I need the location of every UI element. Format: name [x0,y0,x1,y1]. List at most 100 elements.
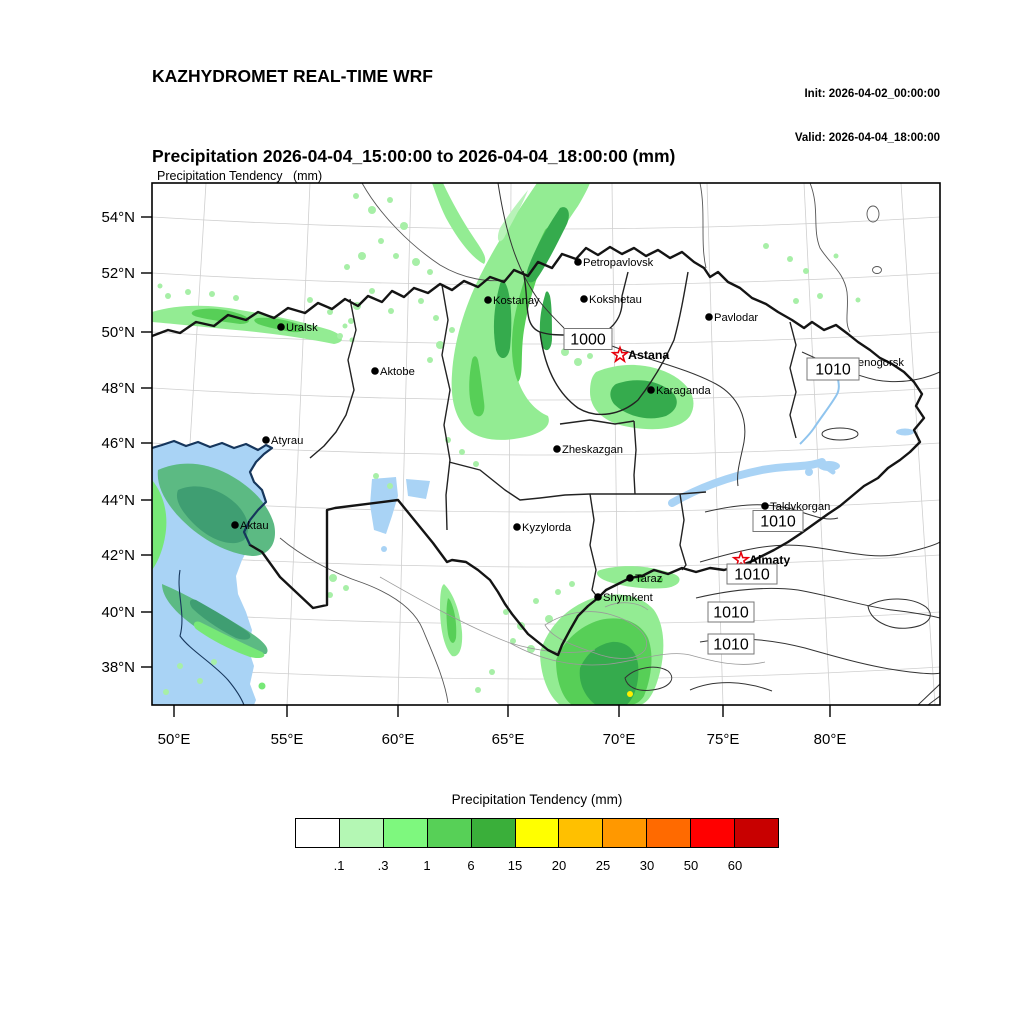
colorbar-cell [426,818,472,848]
city-label: Pavlodar [714,312,758,324]
city-taraz: Taraz [626,573,663,585]
longitude-axis: 50°E 55°E 60°E 65°E 70°E 75°E 80°E [158,705,846,748]
colorbar-tick-label: 50 [683,858,699,873]
pressure-label: 1010 [726,563,778,585]
colorbar-tick-label: 60 [727,858,743,873]
capital-star-icon [731,550,751,569]
city-dot-icon [705,313,713,321]
city-label: Taraz [635,573,663,585]
precip-south-peak [627,691,633,697]
city-shymkent: Shymkent [594,592,654,604]
country-border [152,245,926,657]
colorbar-cell [470,818,516,848]
precip-streak-nw [432,183,486,264]
city-astana: Astana [610,345,669,364]
pressure-label: 1010 [752,510,804,532]
colorbar-cell [514,818,560,848]
pressure-label-box [726,563,778,585]
lat-tick-label: 40°N [101,604,135,621]
city-dot-icon [262,436,270,444]
city-petropavlovsk: Petropavlovsk [574,257,654,269]
pressure-label-value: 1010 [713,605,749,622]
city-karaganda: Karaganda [647,385,712,397]
plot-subtitle-precip: Precipitation 2026-04-04_15:00:00 to 202… [152,145,676,166]
city-label: Petropavlovsk [583,257,654,269]
city-aktau: Aktau [231,520,269,532]
colorbar-tick-label: 30 [639,858,655,873]
pressure-label-value: 1010 [713,637,749,654]
pressure-label: 1010 [806,357,860,381]
field-label-precip: Precipitation Tendency (mm) [157,169,323,183]
city-label: Aktobe [380,366,415,378]
colorbar-tick-labels: .1 .3 1 6 15 20 25 30 50 60 [295,848,779,874]
lat-tick-label: 42°N [101,547,135,564]
colorbar-cells [295,818,779,848]
city-dot-icon [277,323,285,331]
pressure-value-labels: 1000 1010 1010 1010 1010 1010 [563,328,860,655]
lat-tick-label: 48°N [101,380,135,397]
city-kokshetau: Kokshetau [580,294,642,306]
city-kyzylorda: Kyzylorda [513,522,572,534]
city-dot-icon [594,593,602,601]
city-label: Kokshetau [589,294,642,306]
city-label: Astana [628,348,669,362]
lake-alakol [818,461,840,471]
precip-core-2 [493,280,512,359]
city-aktobe: Aktobe [371,366,415,378]
pressure-label-box [707,601,755,623]
pressure-label: 1010 [707,601,755,623]
city-dot-icon [580,295,588,303]
lat-tick-label: 54°N [101,209,135,226]
city-dot-icon [513,523,521,531]
lake-sasykkol [805,468,813,476]
colorbar-tick-label: 1 [423,858,431,873]
precip-core-3 [469,356,485,417]
lon-tick-label: 60°E [382,731,415,748]
city-label: Atyrau [271,435,303,447]
pressure-label-value: 1000 [570,332,606,349]
lon-tick-label: 70°E [603,731,636,748]
precip-caspian-bright-1 [152,480,167,570]
city-pavlodar: Pavlodar [705,312,758,324]
colorbar-cell [602,818,648,848]
pressure-label-box [806,357,860,381]
pressure-label-value: 1010 [734,567,770,584]
precip-fleck [657,577,663,583]
colorbar-title: Precipitation Tendency (mm) [451,792,623,807]
aral-sea [370,477,430,534]
colorbar-tick-label: 6 [467,858,475,873]
city-kostanay: Kostanay [484,295,540,307]
city-label: Karaganda [656,385,712,397]
colorbar-cell [382,818,428,848]
lon-tick-label: 50°E [158,731,191,748]
pressure-label: 1010 [707,633,755,655]
precip-uralsk-core-1 [191,308,249,324]
colorbar-tick-label: 15 [507,858,523,873]
region-borders [309,270,797,599]
city-dot-icon [484,296,492,304]
city-dot-icon [553,445,561,453]
city-label: Kyzylorda [522,522,572,534]
valid-time: Valid: 2026-04-04_18:00:00 [794,131,940,144]
pressure-label-value: 1010 [760,514,796,531]
city-atyrau: Atyrau [262,435,303,447]
capital-star-icon [610,345,630,364]
lake-zaysan [896,428,914,436]
precip-caspian-bright-2 [193,621,265,659]
precip-caspian-2-core [189,599,251,640]
city-markers: Uralsk Aktobe Atyrau Aktau Kostanay Petropavl… [231,257,904,604]
lat-tick-label: 44°N [101,492,135,509]
colorbar-tick-label: .1 [333,858,345,873]
foreign-borders [178,183,882,705]
plot-title: KAZHYDROMET REAL-TIME WRF [152,66,433,86]
pressure-label-box [563,328,613,350]
lake-balkhash [668,458,826,507]
lat-tick-label: 38°N [101,659,135,676]
precipitation-layer [152,183,861,705]
city-zheskazgan: Zheskazgan [553,444,623,456]
city-label: Shymkent [603,592,654,604]
city-label: Zheskazgan [562,444,623,456]
init-valid-block: Init: 2026-04-02_00:00:00 Valid: 2026-04… [795,58,940,174]
